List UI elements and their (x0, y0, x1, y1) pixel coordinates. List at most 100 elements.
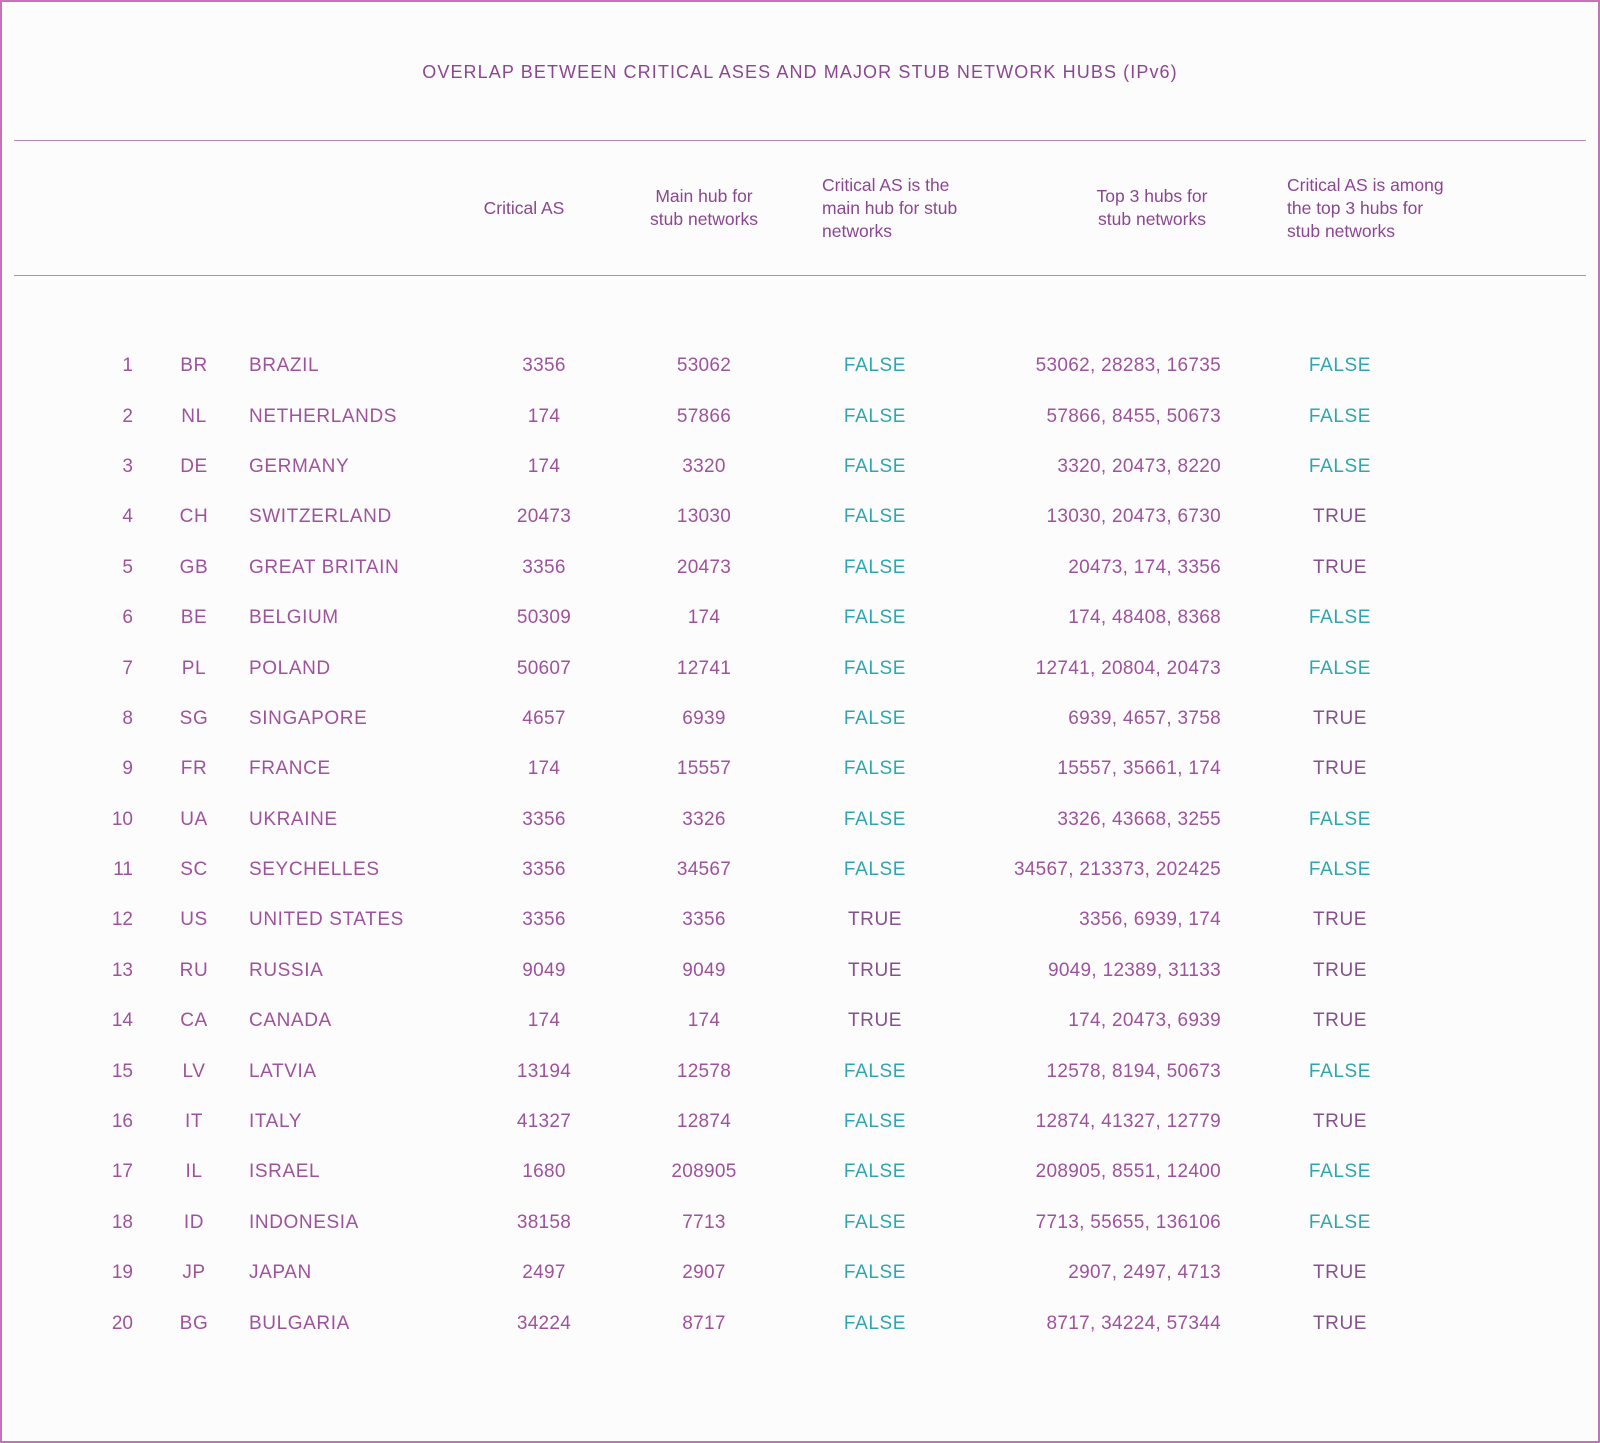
top3-hubs-value: 9049, 12389, 31133 (1047, 959, 1221, 981)
is-main-hub-flag: FALSE (843, 1211, 907, 1233)
country-code: SC (180, 859, 208, 881)
in-top3-flag: FALSE (1308, 455, 1372, 477)
header-divider (14, 275, 1586, 276)
in-top3-flag: FALSE (1308, 1161, 1372, 1183)
row-rank: 19 (111, 1262, 133, 1284)
critical-as-value: 174 (527, 1010, 561, 1032)
country-code: PL (181, 657, 207, 679)
main-hub-value: 174 (687, 607, 721, 629)
main-hub-value: 174 (687, 1010, 721, 1032)
in-top3-flag: FALSE (1308, 808, 1372, 830)
critical-as-value: 20473 (516, 506, 572, 528)
in-top3-flag: FALSE (1308, 607, 1372, 629)
country-name: SINGAPORE (249, 707, 368, 729)
table-row: 5 GB GREAT BRITAIN 3356 20473 FALSE 2047… (2, 543, 1598, 593)
top3-hubs-value: 3356, 6939, 174 (1079, 909, 1221, 931)
col-header-top3-hubs: Top 3 hubs for stub networks (958, 185, 1234, 231)
col-header-main-hub: Main hub for stub networks (616, 185, 792, 231)
is-main-hub-flag: FALSE (843, 1161, 907, 1183)
main-hub-value: 208905 (671, 1161, 737, 1183)
is-main-hub-flag: FALSE (843, 1060, 907, 1082)
country-name: FRANCE (249, 758, 331, 780)
in-top3-flag: TRUE (1312, 1111, 1368, 1133)
top3-hubs-value: 208905, 8551, 12400 (1035, 1161, 1221, 1183)
country-name: POLAND (249, 657, 331, 679)
critical-as-value: 50607 (516, 657, 572, 679)
table-row: 20 BG BULGARIA 34224 8717 FALSE 8717, 34… (2, 1298, 1598, 1348)
top3-hubs-value: 3320, 20473, 8220 (1057, 455, 1221, 477)
in-top3-flag: TRUE (1312, 707, 1368, 729)
table-row: 18 ID INDONESIA 38158 7713 FALSE 7713, 5… (2, 1198, 1598, 1248)
col-header-line: Top 3 hubs for (1096, 186, 1208, 206)
row-rank: 6 (122, 607, 133, 629)
row-rank: 5 (122, 556, 133, 578)
country-name: NETHERLANDS (249, 405, 398, 427)
table-row: 11 SC SEYCHELLES 3356 34567 FALSE 34567,… (2, 845, 1598, 895)
row-rank: 12 (111, 909, 133, 931)
country-name: BRAZIL (249, 355, 320, 377)
page-title: OVERLAP BETWEEN CRITICAL ASES AND MAJOR … (422, 62, 1178, 82)
main-hub-value: 6939 (682, 707, 726, 729)
row-rank: 20 (111, 1312, 133, 1334)
col-header-critical-as: Critical AS (472, 197, 616, 220)
row-rank: 7 (122, 657, 133, 679)
country-code: LV (182, 1060, 206, 1082)
in-top3-flag: FALSE (1308, 859, 1372, 881)
country-code: JP (182, 1262, 206, 1284)
critical-as-value: 13194 (516, 1060, 572, 1082)
is-main-hub-flag: FALSE (843, 1312, 907, 1334)
country-code: GB (179, 556, 209, 578)
main-hub-value: 57866 (676, 405, 732, 427)
is-main-hub-flag: FALSE (843, 707, 907, 729)
country-name: GERMANY (249, 455, 350, 477)
top3-hubs-value: 20473, 174, 3356 (1068, 556, 1221, 578)
row-rank: 3 (122, 455, 133, 477)
critical-as-value: 2497 (522, 1262, 566, 1284)
main-hub-value: 9049 (682, 959, 726, 981)
is-main-hub-flag: FALSE (843, 607, 907, 629)
table-body: 1 BR BRAZIL 3356 53062 FALSE 53062, 2828… (2, 276, 1598, 1349)
col-header-line: stub networks (1098, 209, 1206, 229)
table-header-row: Critical AS Main hub for stub networks C… (2, 141, 1598, 275)
title-divider (14, 140, 1586, 141)
country-code: UA (180, 808, 208, 830)
top3-hubs-value: 12874, 41327, 12779 (1035, 1111, 1221, 1133)
in-top3-flag: FALSE (1308, 355, 1372, 377)
country-name: BULGARIA (249, 1312, 350, 1334)
top3-hubs-value: 34567, 213373, 202425 (1013, 859, 1221, 881)
col-header-line: Main hub for (655, 186, 753, 206)
top3-hubs-value: 7713, 55655, 136106 (1035, 1211, 1221, 1233)
table-row: 13 RU RUSSIA 9049 9049 TRUE 9049, 12389,… (2, 946, 1598, 996)
row-rank: 10 (111, 808, 133, 830)
main-hub-value: 34567 (676, 859, 732, 881)
is-main-hub-flag: FALSE (843, 455, 907, 477)
country-name: GREAT BRITAIN (249, 556, 400, 578)
country-code: BR (180, 355, 208, 377)
country-code: FR (180, 758, 208, 780)
table-row: 19 JP JAPAN 2497 2907 FALSE 2907, 2497, … (2, 1248, 1598, 1298)
country-code: IL (185, 1161, 203, 1183)
table-row: 15 LV LATVIA 13194 12578 FALSE 12578, 81… (2, 1046, 1598, 1096)
is-main-hub-flag: FALSE (843, 758, 907, 780)
row-rank: 2 (122, 405, 133, 427)
top3-hubs-value: 6939, 4657, 3758 (1068, 707, 1221, 729)
critical-as-value: 9049 (522, 959, 566, 981)
is-main-hub-flag: FALSE (843, 405, 907, 427)
table-row: 2 NL NETHERLANDS 174 57866 FALSE 57866, … (2, 391, 1598, 441)
top3-hubs-value: 15557, 35661, 174 (1057, 758, 1221, 780)
in-top3-flag: FALSE (1308, 1211, 1372, 1233)
top3-hubs-value: 53062, 28283, 16735 (1035, 355, 1221, 377)
critical-as-value: 3356 (522, 556, 566, 578)
col-header-is-main-hub: Critical AS is the main hub for stub net… (792, 174, 958, 243)
main-hub-value: 15557 (676, 758, 732, 780)
in-top3-flag: TRUE (1312, 1312, 1368, 1334)
main-hub-value: 3356 (682, 909, 726, 931)
critical-as-value: 174 (527, 758, 561, 780)
is-main-hub-flag: FALSE (843, 808, 907, 830)
country-code: SG (179, 707, 209, 729)
top3-hubs-value: 2907, 2497, 4713 (1068, 1262, 1221, 1284)
col-header-line: Critical AS is the (822, 174, 950, 195)
country-code: NL (181, 405, 207, 427)
critical-as-value: 4657 (522, 707, 566, 729)
